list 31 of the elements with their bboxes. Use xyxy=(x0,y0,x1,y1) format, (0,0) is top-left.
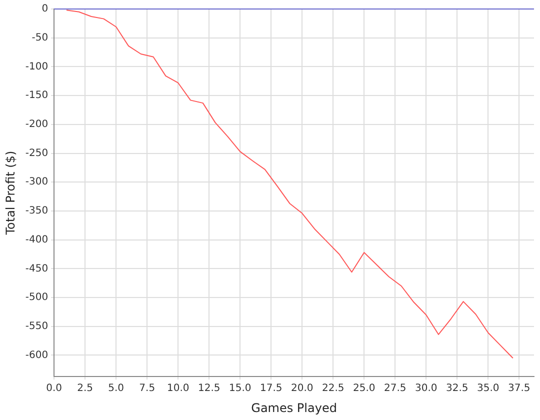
y-tick-label: -550 xyxy=(25,320,48,332)
y-tick-label: -450 xyxy=(25,263,48,274)
x-tick-label: 30.0 xyxy=(414,383,438,394)
x-tick-label: 12.5 xyxy=(198,383,220,394)
y-tick-label: -600 xyxy=(25,350,48,361)
x-tick-label: 27.5 xyxy=(384,383,406,394)
x-tick-label: 10.0 xyxy=(166,383,190,394)
x-tick-label: 0.0 xyxy=(46,383,62,394)
x-tick-label: 35.0 xyxy=(476,383,500,394)
y-tick-label: -50 xyxy=(32,32,48,44)
x-tick-label: 17.5 xyxy=(260,383,282,394)
x-tick-label: 25.0 xyxy=(352,383,376,394)
y-tick-label: -150 xyxy=(25,90,48,102)
x-tick-label: 20.0 xyxy=(290,383,314,394)
y-tick-label: -500 xyxy=(25,292,48,304)
y-tick-label: -250 xyxy=(25,148,48,159)
y-tick-label: -400 xyxy=(25,234,48,246)
y-tick-label: -200 xyxy=(25,119,48,130)
x-axis-title: Games Played xyxy=(251,400,337,415)
y-tick-label: -300 xyxy=(25,176,48,188)
x-tick-label: 15.0 xyxy=(228,383,252,394)
x-tick-label: 22.5 xyxy=(322,383,344,394)
x-tick-label: 2.5 xyxy=(77,383,94,394)
y-tick-label: -100 xyxy=(25,61,48,72)
y-tick-label: -350 xyxy=(25,206,48,217)
y-axis-title: Total Profit ($) xyxy=(3,150,18,236)
x-tick-label: 32.5 xyxy=(446,383,468,394)
y-tick-label: 0 xyxy=(42,4,48,15)
x-tick-label: 5.0 xyxy=(108,383,124,394)
x-tick-label: 7.5 xyxy=(139,383,156,394)
x-tick-label: 37.5 xyxy=(508,383,530,394)
